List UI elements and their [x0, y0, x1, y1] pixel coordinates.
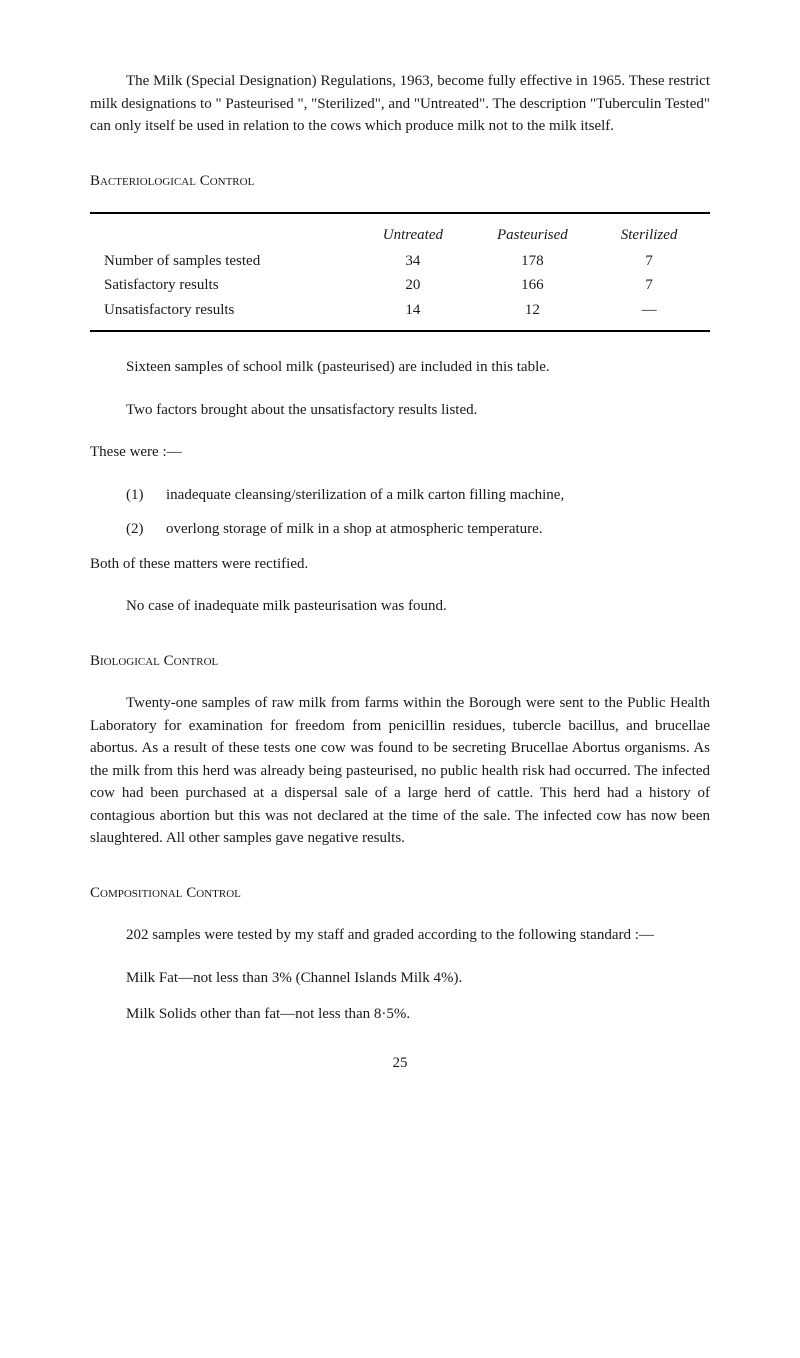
page-number: 25 [90, 1052, 710, 1075]
biological-p1: Twenty-one samples of raw milk from farm… [90, 692, 710, 850]
table-cell: Unsatisfactory results [98, 298, 357, 323]
table-header: Sterilized [596, 222, 702, 249]
list-item: (2) overlong storage of milk in a shop a… [90, 518, 710, 541]
biological-heading: Biological Control [90, 650, 710, 673]
table-cell: 7 [596, 273, 702, 298]
table-cell: 7 [596, 249, 702, 274]
table-cell: Satisfactory results [98, 273, 357, 298]
table-header: Untreated [357, 222, 468, 249]
table-header: Pasteurised [469, 222, 597, 249]
bacteriological-table: Untreated Pasteurised Sterilized Number … [98, 222, 702, 322]
table-row: Number of samples tested 34 178 7 [98, 249, 702, 274]
table-row: Satisfactory results 20 166 7 [98, 273, 702, 298]
table-cell: — [596, 298, 702, 323]
bacteriological-p3: These were :— [90, 441, 710, 464]
intro-paragraph: The Milk (Special Designation) Regulatio… [90, 70, 710, 138]
bacteriological-table-container: Untreated Pasteurised Sterilized Number … [90, 212, 710, 332]
compositional-p2: Milk Fat—not less than 3% (Channel Islan… [90, 967, 710, 990]
compositional-p3: Milk Solids other than fat—not less than… [90, 1003, 710, 1026]
list-text: inadequate cleansing/sterilization of a … [166, 484, 710, 507]
table-header [98, 222, 357, 249]
compositional-heading: Compositional Control [90, 882, 710, 905]
table-cell: 34 [357, 249, 468, 274]
table-cell: 166 [469, 273, 597, 298]
table-cell: 178 [469, 249, 597, 274]
table-cell: 14 [357, 298, 468, 323]
table-cell: 20 [357, 273, 468, 298]
table-row: Unsatisfactory results 14 12 — [98, 298, 702, 323]
bacteriological-heading: Bacteriological Control [90, 170, 710, 193]
table-cell: Number of samples tested [98, 249, 357, 274]
bacteriological-p5: No case of inadequate milk pasteurisatio… [90, 595, 710, 618]
compositional-p1: 202 samples were tested by my staff and … [90, 924, 710, 947]
list-number: (2) [126, 518, 166, 541]
table-header-row: Untreated Pasteurised Sterilized [98, 222, 702, 249]
table-cell: 12 [469, 298, 597, 323]
bacteriological-p2: Two factors brought about the unsatisfac… [90, 399, 710, 422]
list-number: (1) [126, 484, 166, 507]
list-item: (1) inadequate cleansing/sterilization o… [90, 484, 710, 507]
bacteriological-p4: Both of these matters were rectified. [90, 553, 710, 576]
bacteriological-p1: Sixteen samples of school milk (pasteuri… [90, 356, 710, 379]
list-text: overlong storage of milk in a shop at at… [166, 518, 710, 541]
